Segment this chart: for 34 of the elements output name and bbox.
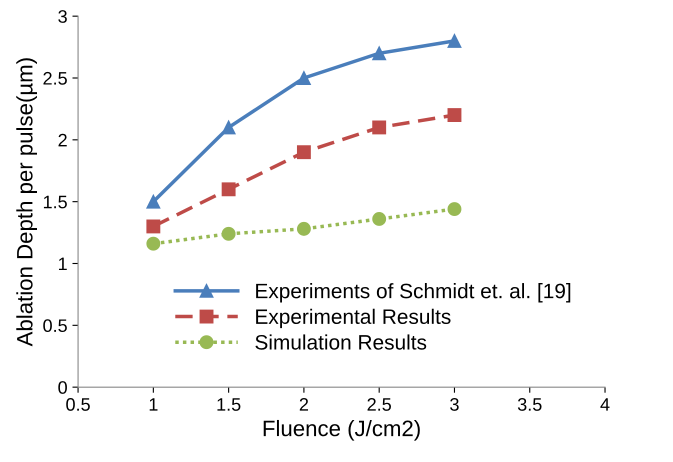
x-tick-label: 4 <box>600 398 610 411</box>
x-tick-label: 3 <box>450 398 459 411</box>
x-tick-label: 3.5 <box>518 398 542 411</box>
point <box>146 219 160 234</box>
point <box>146 194 160 209</box>
x-tick-label: 1.5 <box>217 398 240 411</box>
point <box>296 222 311 236</box>
point <box>222 120 236 134</box>
legend-label: Experimental Results <box>256 308 451 328</box>
y-tick-label: 0 <box>58 381 67 394</box>
y-tick-label: 2.5 <box>43 72 67 85</box>
y-tick-label: 2 <box>58 134 67 146</box>
point <box>372 212 386 226</box>
legend-label: Experiments of Schmidt et. al. [19] <box>256 283 570 302</box>
point <box>222 182 236 196</box>
y-tick-label: 1 <box>58 258 67 270</box>
y-tick-label: 1.5 <box>44 196 67 208</box>
point <box>372 46 386 60</box>
x-tick-label: 1 <box>150 398 158 411</box>
x-axis-title: Fluence (J/cm2) <box>264 420 420 441</box>
y-axis-title: Ablation Depth per pulse(µm) <box>16 58 37 346</box>
point <box>222 226 236 241</box>
point <box>372 120 386 134</box>
point <box>296 71 311 85</box>
legend-label: Simulation Results <box>255 334 426 350</box>
x-tick-label: 2.5 <box>368 398 391 411</box>
point <box>296 145 311 160</box>
y-tick-label: 3 <box>58 10 67 23</box>
x-tick-label: 2 <box>300 398 308 411</box>
point <box>448 34 462 48</box>
y-tick-label: 0.5 <box>43 319 67 332</box>
point <box>448 108 462 122</box>
point <box>146 236 160 251</box>
point <box>448 202 462 216</box>
